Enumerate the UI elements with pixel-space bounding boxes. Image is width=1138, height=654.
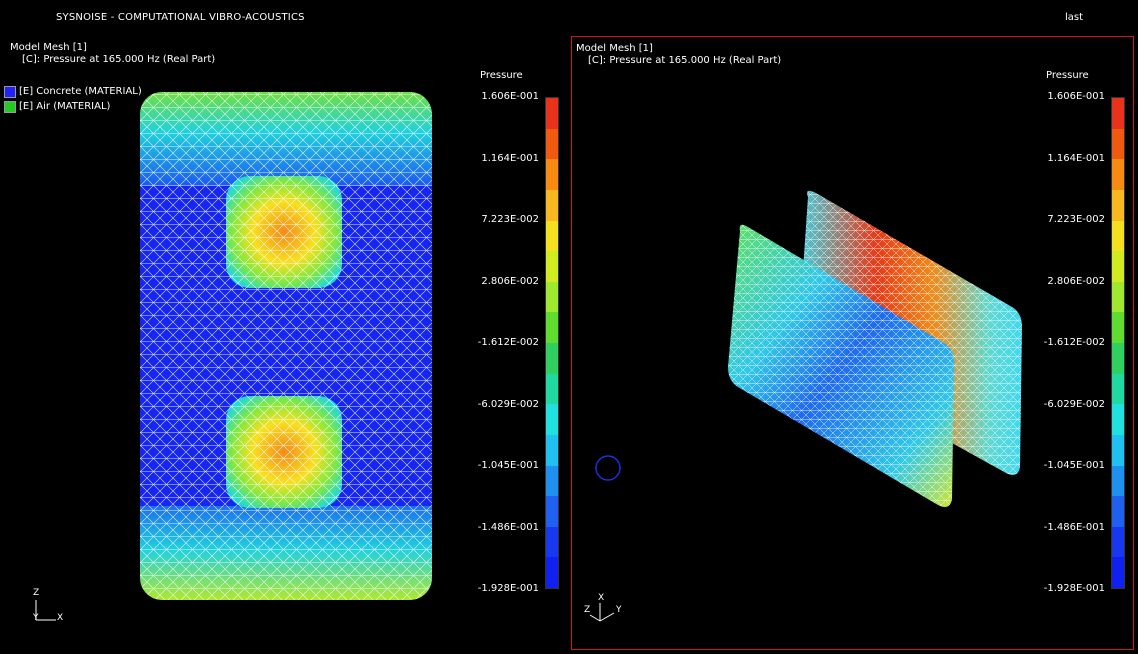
colorbar-tick-label: 2.806E-002	[481, 275, 539, 287]
colorbar-tick-label: -1.486E-001	[1043, 521, 1105, 533]
left-view-title: Model Mesh [1]	[10, 42, 87, 53]
colorbar-segment	[1112, 220, 1124, 252]
left-viewport[interactable]: Model Mesh [1] [C]: Pressure at 165.000 …	[4, 36, 564, 650]
colorbar-tick-label: -1.045E-001	[477, 460, 539, 471]
colorbar-tick-label: -1.612E-002	[1043, 337, 1105, 348]
axis-triad-icon	[589, 603, 615, 622]
colorbar-tick-label: 2.806E-002	[1047, 275, 1105, 287]
right-mesh-plot[interactable]	[572, 37, 1133, 649]
front-plate-mesh	[728, 224, 954, 507]
colorbar-tick-label: 1.606E-001	[1047, 91, 1105, 102]
colorbar-tick-label: 7.223E-002	[481, 214, 539, 225]
colorbar-tick-label: 1.164E-001	[481, 152, 539, 164]
colorbar-title: Pressure	[480, 70, 523, 81]
legend-label: [E] Concrete (MATERIAL)	[19, 86, 142, 97]
material-legend: [E] Concrete (MATERIAL) [E] Air (MATERIA…	[4, 84, 142, 114]
colorbar-segment	[546, 159, 558, 190]
legend-item-air[interactable]: [E] Air (MATERIAL)	[4, 99, 142, 114]
colorbar-segment	[1112, 98, 1124, 129]
colorbar-segment	[546, 312, 558, 343]
air-swatch	[4, 100, 16, 113]
colorbar-tick-label: -1.045E-001	[1043, 460, 1105, 471]
colorbar-segment	[546, 251, 558, 282]
colorbar-segment	[1112, 404, 1124, 435]
colorbar-segment	[1112, 251, 1124, 282]
concrete-swatch	[4, 85, 16, 98]
orbit-circle[interactable]	[595, 455, 621, 481]
colorbar-tick-label: -6.029E-002	[1043, 398, 1105, 410]
colorbar-segment	[1112, 312, 1124, 343]
left-mesh-plot[interactable]	[4, 36, 564, 650]
colorbar-tick-label: -1.928E-001	[477, 583, 539, 594]
colorbar-segment	[546, 281, 558, 313]
colorbar-segment	[546, 465, 558, 497]
right-view-subtitle: [C]: Pressure at 165.000 Hz (Real Part)	[588, 55, 782, 66]
left-view-subtitle: [C]: Pressure at 165.000 Hz (Real Part)	[22, 54, 216, 65]
right-view-title: Model Mesh [1]	[576, 43, 653, 54]
axis-x-label: X	[598, 593, 605, 603]
axis-z-label: Z	[584, 605, 591, 615]
colorbar-segment	[1112, 434, 1124, 466]
axis-triad-icon	[35, 600, 56, 621]
colorbar-tick-label: -1.928E-001	[1043, 583, 1105, 594]
axis-x-label: X	[57, 613, 64, 623]
colorbar-tick-label: 7.223E-002	[1047, 214, 1105, 225]
colorbar-segment	[546, 343, 558, 374]
colorbar-segment	[1112, 373, 1124, 405]
left-axis-triad: Z Y X	[30, 588, 70, 628]
colorbar-tick-label: 1.164E-001	[1047, 152, 1105, 164]
colorbar-segment	[1112, 465, 1124, 497]
mesh-wireframe	[140, 92, 432, 600]
colorbar-tick-label: -1.486E-001	[477, 521, 539, 533]
colorbar-segment	[546, 189, 558, 221]
colorbar-segment	[1112, 189, 1124, 221]
colorbar-tick-label: 1.606E-001	[481, 91, 539, 102]
colorbar-segment	[1112, 496, 1124, 527]
colorbar-segment	[546, 434, 558, 466]
colorbar-segment	[546, 220, 558, 252]
axis-y-label: Y	[616, 605, 622, 615]
app-title: SYSNOISE - COMPUTATIONAL VIBRO-ACOUSTICS	[56, 12, 305, 23]
right-viewport[interactable]: Model Mesh [1] [C]: Pressure at 165.000 …	[571, 36, 1134, 650]
colorbar-segment	[546, 526, 558, 558]
view-name: last	[1065, 12, 1084, 23]
colorbar-segment	[546, 128, 558, 160]
colorbar-segment	[546, 496, 558, 527]
colorbar-title: Pressure	[1046, 70, 1089, 81]
left-colorbar	[545, 97, 559, 589]
colorbar-segment	[1112, 128, 1124, 160]
legend-item-concrete[interactable]: [E] Concrete (MATERIAL)	[4, 84, 142, 99]
colorbar-segment	[546, 373, 558, 405]
colorbar-segment	[1112, 526, 1124, 558]
colorbar-segment	[1112, 281, 1124, 313]
colorbar-tick-label: -6.029E-002	[477, 398, 539, 410]
axis-z-label: Z	[33, 588, 40, 598]
legend-label: [E] Air (MATERIAL)	[19, 101, 111, 112]
colorbar-segment	[546, 404, 558, 435]
colorbar-tick-label: -1.612E-002	[477, 337, 539, 348]
right-colorbar	[1111, 97, 1125, 589]
colorbar-segment	[546, 98, 558, 129]
right-axis-triad: Z X Y	[582, 593, 632, 629]
colorbar-segment	[1112, 159, 1124, 190]
axis-y-label: Y	[33, 613, 39, 623]
colorbar-segment	[546, 557, 558, 588]
colorbar-segment	[1112, 343, 1124, 374]
colorbar-segment	[1112, 557, 1124, 588]
